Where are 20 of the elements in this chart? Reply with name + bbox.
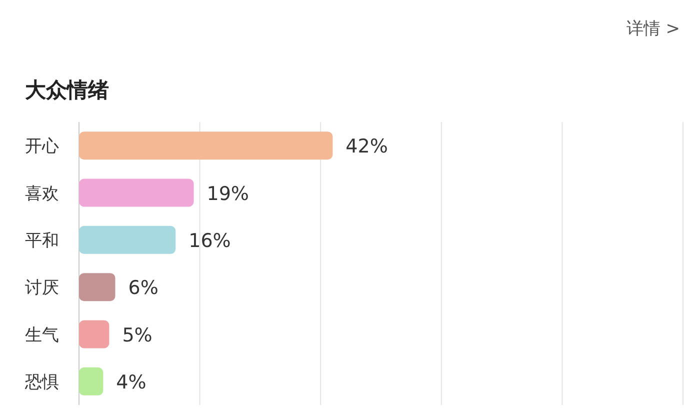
text: 详情 > <box>626 19 680 39</box>
bar <box>79 226 176 254</box>
data-label: 16% <box>188 230 231 252</box>
y-tick-label: 开心 <box>25 136 59 157</box>
y-tick-label: 恐惧 <box>24 372 59 392</box>
bar <box>79 320 110 348</box>
chart-title: 大众情绪 <box>25 78 109 102</box>
data-label: 42% <box>346 136 388 158</box>
data-label: 4% <box>116 371 146 394</box>
data-label: 6% <box>128 277 158 300</box>
y-tick-label: 喜欢 <box>25 184 59 204</box>
y-tick-label: 讨厌 <box>25 278 59 298</box>
y-tick-label: 生气 <box>25 325 59 346</box>
bar <box>79 273 116 302</box>
bar <box>79 178 194 207</box>
data-label: 5% <box>122 324 152 346</box>
bar <box>79 367 104 396</box>
data-label: 19% <box>206 182 249 205</box>
y-tick-label: 平和 <box>25 230 59 251</box>
bar <box>79 132 333 160</box>
